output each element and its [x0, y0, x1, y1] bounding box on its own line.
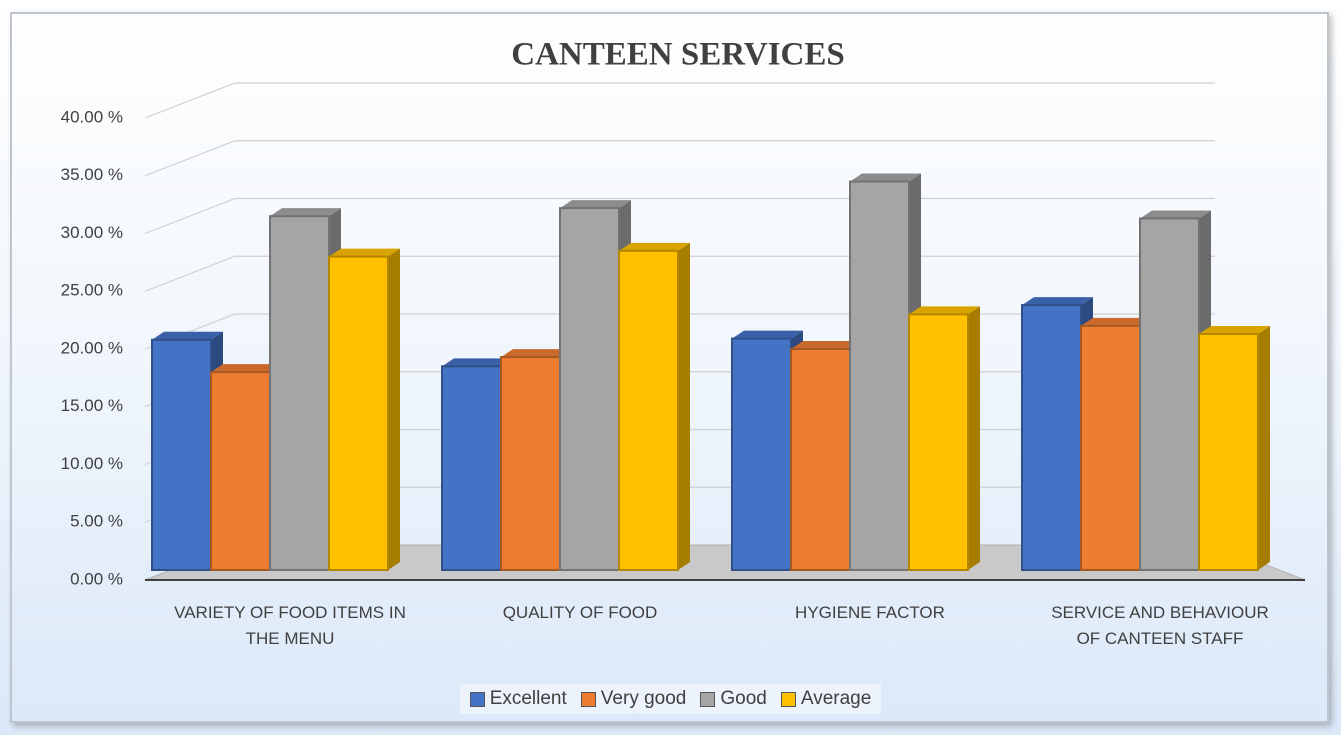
- legend-label: Very good: [600, 688, 687, 709]
- bar: [441, 365, 502, 572]
- legend-item: Excellent: [469, 688, 567, 710]
- y-tick-label: 35.00 %: [61, 165, 123, 184]
- x-tick-label: SERVICE AND BEHAVIOUR OF CANTEEN STAFF: [1051, 603, 1269, 648]
- bar-top: [211, 364, 282, 373]
- grid-line: [144, 82, 1215, 119]
- bar: [908, 313, 969, 571]
- bar: [210, 371, 271, 571]
- y-tick-label: 30.00 %: [61, 223, 123, 242]
- bar-top: [732, 330, 803, 339]
- bar: [559, 207, 620, 571]
- bar: [328, 255, 389, 571]
- y-tick-label: 40.00 %: [61, 107, 123, 126]
- y-tick-label: 15.00 %: [61, 396, 123, 415]
- bar-top: [442, 358, 513, 367]
- bar-top: [909, 306, 980, 315]
- legend: Excellent Very good Good Average: [0, 684, 1341, 714]
- legend-label: Good: [720, 688, 767, 709]
- bar: [1080, 324, 1141, 571]
- chart-frame: [10, 12, 1329, 723]
- bar: [849, 180, 910, 571]
- legend-label: Average: [800, 688, 872, 709]
- y-tick-label: 20.00 %: [61, 338, 123, 357]
- bar-group: [328, 248, 400, 571]
- bar: [1198, 332, 1259, 571]
- bar-group: [559, 200, 631, 571]
- bar-top: [1140, 210, 1211, 219]
- legend-item: Average: [780, 688, 872, 710]
- y-tick-label: 5.00 %: [70, 512, 123, 531]
- y-tick-label: 25.00 %: [61, 281, 123, 300]
- bar-top: [560, 200, 631, 209]
- bar-top: [501, 349, 572, 358]
- x-tick-label: HYGIENE FACTOR: [795, 603, 945, 622]
- legend-swatch: [580, 691, 596, 707]
- legend-swatch: [780, 691, 796, 707]
- bar-top: [850, 173, 921, 182]
- bar: [731, 337, 792, 572]
- bar: [1139, 217, 1200, 572]
- bar-top: [1022, 297, 1093, 306]
- x-tick-label: QUALITY OF FOOD: [502, 603, 658, 622]
- chart-title: CANTEEN SERVICES: [511, 37, 845, 73]
- bar-group: [1198, 325, 1270, 571]
- bar-top: [619, 242, 690, 251]
- bar: [618, 249, 679, 571]
- bar: [500, 356, 561, 571]
- legend-swatch: [700, 691, 716, 707]
- legend-item: Very good: [580, 688, 687, 710]
- bar-side: [388, 248, 400, 570]
- legend-label: Excellent: [489, 688, 567, 709]
- bar-group: [908, 306, 980, 571]
- bar-top: [1199, 325, 1270, 334]
- legend-item: Good: [700, 688, 767, 710]
- bar-side: [968, 306, 980, 570]
- bar-group: [618, 242, 690, 571]
- bar-side: [678, 242, 690, 570]
- bar: [151, 338, 212, 572]
- y-tick-label: 10.00 %: [61, 454, 123, 473]
- bar-side: [1258, 325, 1270, 570]
- legend-swatch: [469, 691, 485, 707]
- bar-top: [1081, 317, 1152, 326]
- x-tick-label: VARIETY OF FOOD ITEMS IN THE MENU: [174, 603, 406, 648]
- grid-line: [144, 140, 1215, 177]
- bar-top: [152, 331, 223, 340]
- bar-top: [329, 248, 400, 257]
- bar: [269, 215, 330, 572]
- y-tick-label: 0.00 %: [70, 569, 123, 588]
- bar: [1021, 304, 1082, 571]
- bar-top: [791, 341, 862, 349]
- legend-box: Excellent Very good Good Average: [459, 684, 882, 714]
- bar-top: [270, 208, 341, 217]
- bar: [790, 348, 851, 571]
